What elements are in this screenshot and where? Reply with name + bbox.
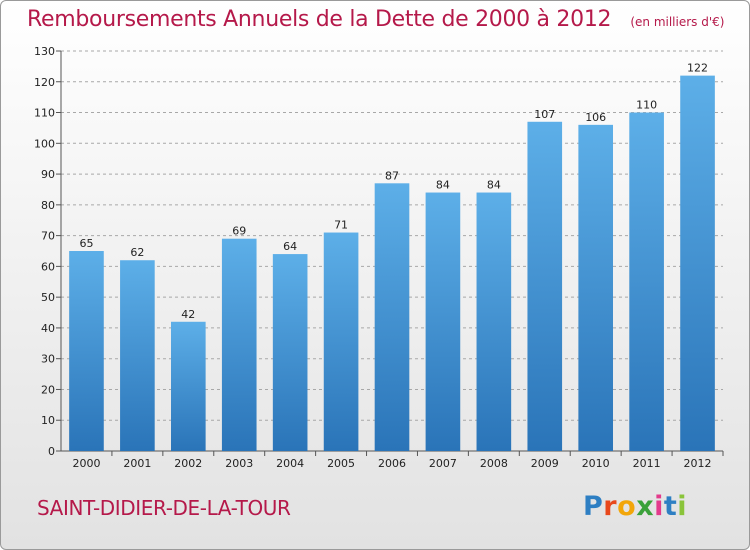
bar-2004[interactable] <box>272 254 308 451</box>
title-row: Remboursements Annuels de la Dette de 20… <box>27 7 724 32</box>
data-label-2006: 87 <box>385 169 399 182</box>
y-tick-label: 40 <box>41 322 55 335</box>
y-tick-label: 20 <box>41 383 55 396</box>
bar-2002[interactable] <box>170 321 206 451</box>
y-tick-label: 120 <box>34 76 55 89</box>
data-label-2011: 110 <box>636 99 657 112</box>
data-label-2007: 84 <box>436 179 450 192</box>
y-tick-label: 60 <box>41 260 55 273</box>
y-tick-label: 50 <box>41 291 55 304</box>
x-tick-label-2004: 2004 <box>276 457 304 470</box>
y-tick-label: 30 <box>41 353 55 366</box>
data-label-2000: 65 <box>79 237 93 250</box>
brand-letter: i <box>677 491 688 522</box>
x-tick-label-2000: 2000 <box>72 457 100 470</box>
bar-2011[interactable] <box>629 112 664 452</box>
y-tick-label: 90 <box>41 168 55 181</box>
chart-title: Remboursements Annuels de la Dette de 20… <box>27 7 612 32</box>
x-tick-label-2012: 2012 <box>684 457 712 470</box>
y-tick-label: 0 <box>48 445 55 458</box>
commune-name: SAINT-DIDIER-DE-LA-TOUR <box>37 496 291 520</box>
brand-letter: t <box>663 491 678 522</box>
bar-2006[interactable] <box>374 183 410 452</box>
x-tick-label-2007: 2007 <box>429 457 457 470</box>
y-tick-label: 130 <box>34 45 55 58</box>
x-tick-label-2008: 2008 <box>480 457 508 470</box>
data-label-2005: 71 <box>334 219 348 232</box>
data-label-2009: 107 <box>534 108 555 121</box>
brand-letter: x <box>636 491 655 522</box>
bar-2000[interactable] <box>69 251 104 451</box>
y-tick-label: 80 <box>41 199 55 212</box>
bar-2008[interactable] <box>476 192 512 452</box>
bar-layer <box>69 75 715 452</box>
x-tick-label-2010: 2010 <box>582 457 610 470</box>
chart-subtitle: (en milliers d'€) <box>630 15 725 29</box>
y-tick-label: 70 <box>41 230 55 243</box>
x-tick-label-2011: 2011 <box>633 457 661 470</box>
data-label-2003: 69 <box>232 225 246 238</box>
data-label-2002: 42 <box>181 308 195 321</box>
data-label-2010: 106 <box>585 111 606 124</box>
x-tick-label-2003: 2003 <box>225 457 253 470</box>
x-tick-label-2009: 2009 <box>531 457 559 470</box>
data-label-2001: 62 <box>130 246 144 259</box>
x-tick-label-2001: 2001 <box>123 457 151 470</box>
bar-2010[interactable] <box>578 124 614 451</box>
bar-2001[interactable] <box>120 260 155 451</box>
data-label-2004: 64 <box>283 240 297 253</box>
bar-2005[interactable] <box>323 232 359 451</box>
y-tick-label: 10 <box>41 414 55 427</box>
brand-letter: P <box>583 491 604 522</box>
bar-2009[interactable] <box>527 121 563 452</box>
x-tick-label-2006: 2006 <box>378 457 406 470</box>
data-label-2008: 84 <box>487 179 501 192</box>
x-tick-label-2002: 2002 <box>174 457 202 470</box>
data-label-2012: 122 <box>687 62 708 75</box>
brand-logo[interactable]: Proxiti <box>583 491 687 522</box>
y-tick-label: 110 <box>34 107 55 120</box>
bar-2007[interactable] <box>425 192 461 452</box>
brand-letter: r <box>603 491 618 522</box>
bar-2012[interactable] <box>680 75 715 451</box>
brand-letter: i <box>654 491 664 522</box>
y-tick-label: 100 <box>34 137 55 150</box>
label-layer: 65 2000 62 2001 42 2002 69 2003 64 2004 71 2005 87 20… <box>72 62 711 470</box>
bar-2003[interactable] <box>221 238 257 451</box>
x-tick-label-2005: 2005 <box>327 457 355 470</box>
brand-letter: o <box>617 491 637 522</box>
